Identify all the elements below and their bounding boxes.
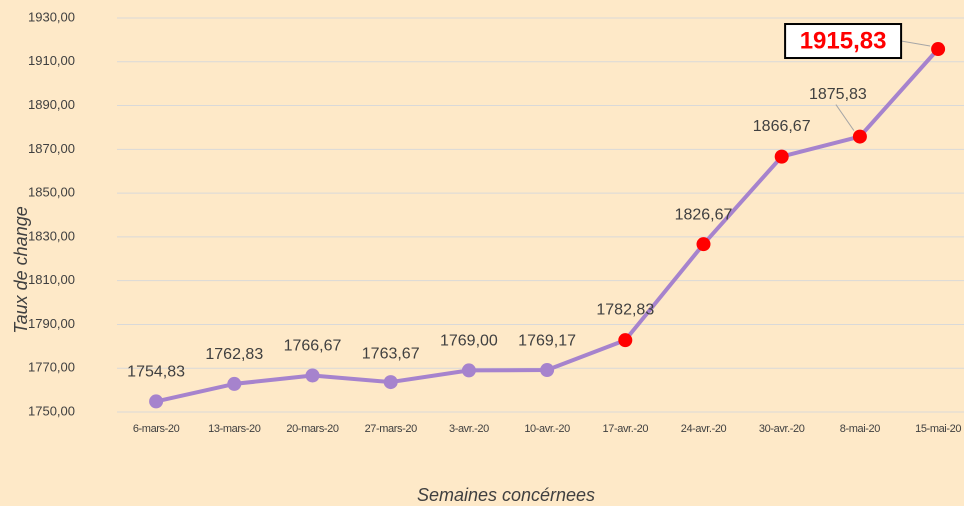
y-tick-label: 1770,00 [28,360,75,375]
x-tick-label: 30-avr.-20 [759,423,805,435]
value-label: 1866,67 [753,118,811,135]
y-tick-label: 1890,00 [28,97,75,112]
x-tick-label: 24-avr.-20 [681,423,727,435]
leader-line [835,104,855,131]
value-label: 1766,67 [284,338,342,355]
point [774,149,789,164]
point [852,129,867,144]
value-label: 1769,17 [518,332,576,349]
value-label: 1826,67 [675,206,733,223]
y-tick-label: 1850,00 [28,185,75,200]
y-axis-title: Taux de change [11,206,31,333]
point [227,376,242,391]
value-label: 1763,67 [362,345,420,362]
x-tick-label: 17-avr.-20 [603,423,649,435]
y-tick-label: 1810,00 [28,272,75,287]
value-label: 1762,83 [205,346,263,363]
x-tick-label: 3-avr.-20 [449,423,489,435]
point [461,363,476,378]
y-tick-label: 1830,00 [28,228,75,243]
x-tick-label: 8-mai-20 [840,423,880,435]
x-tick-label: 13-mars-20 [208,423,261,435]
y-tick-label: 1910,00 [28,53,75,68]
point [696,237,711,252]
point [383,375,398,390]
x-tick-label: 27-mars-20 [365,423,418,435]
x-tick-label: 6-mars-20 [133,423,180,435]
value-label: 1769,00 [440,333,498,350]
x-tick-label: 20-mars-20 [286,423,339,435]
x-tick-label: 15-mai-20 [915,423,961,435]
point [618,333,633,348]
y-tick-label: 1790,00 [28,316,75,331]
y-tick-label: 1930,00 [28,9,75,24]
value-label: 1782,83 [596,301,654,318]
point [931,42,946,57]
point [149,394,164,409]
x-axis-title: Semaines concérnees [417,485,595,505]
value-label: 1875,83 [809,86,867,103]
label-box [784,23,903,60]
y-tick-label: 1870,00 [28,141,75,156]
value-label: 1754,83 [127,364,185,381]
y-tick-label: 1750,00 [28,403,75,418]
leader-line [901,40,931,47]
value-label: 1915,83 [800,27,887,54]
point [540,363,555,378]
point [305,368,320,383]
x-tick-label: 10-avr.-20 [524,423,570,435]
